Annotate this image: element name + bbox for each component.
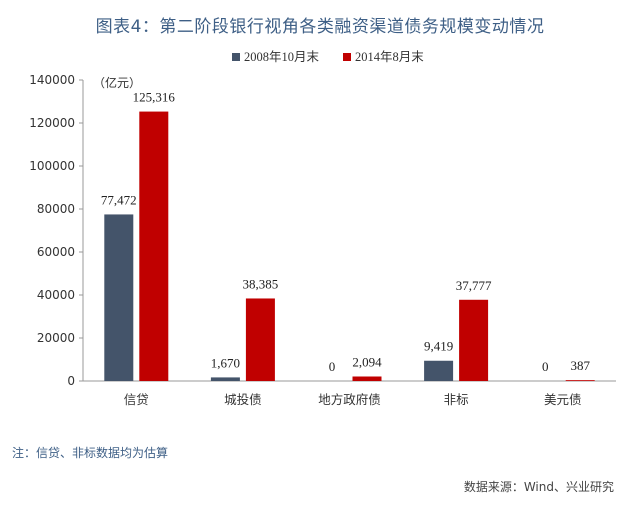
legend-entry: 2008年10月末 xyxy=(244,50,320,64)
y-tick-label: 40000 xyxy=(37,288,75,302)
data-label: 9,419 xyxy=(424,339,453,354)
data-label: 38,385 xyxy=(243,276,279,291)
footnote: 注：信贷、非标数据均为估算 xyxy=(12,446,169,460)
y-tick-label: 60000 xyxy=(37,245,75,259)
bar xyxy=(352,376,382,381)
legend-swatch xyxy=(343,53,351,61)
data-label: 2,094 xyxy=(352,354,382,369)
bar xyxy=(424,360,454,381)
data-label: 37,777 xyxy=(456,278,492,293)
data-label: 387 xyxy=(570,358,590,373)
bar xyxy=(210,377,240,381)
x-category-label: 信贷 xyxy=(124,392,149,407)
y-tick-label: 140000 xyxy=(29,73,75,87)
x-category-label: 美元债 xyxy=(544,392,582,407)
bar xyxy=(565,380,595,381)
bar-chart: 0 20000 40000 60000 80000 100000 120000 140000 （… xyxy=(29,50,616,407)
y-tick-label: 0 xyxy=(67,374,75,388)
bar xyxy=(459,299,489,381)
data-label: 0 xyxy=(542,359,549,374)
bar xyxy=(245,298,275,381)
x-category-label: 城投债 xyxy=(224,392,262,407)
data-label: 0 xyxy=(329,359,336,374)
data-label: 1,670 xyxy=(211,355,240,370)
chart-title: 图表4：第二阶段银行视角各类融资渠道债务规模变动情况 xyxy=(95,17,545,37)
data-label: 77,472 xyxy=(101,192,137,207)
legend-entry: 2014年8月末 xyxy=(355,50,424,64)
legend-swatch xyxy=(232,53,240,61)
x-category-label: 地方政府债 xyxy=(318,392,381,407)
bar xyxy=(139,111,169,381)
y-tick-label: 80000 xyxy=(37,202,75,216)
data-label: 125,316 xyxy=(133,90,176,105)
y-tick-label: 20000 xyxy=(37,331,75,345)
y-tick-label: 120000 xyxy=(29,116,75,130)
y-axis-unit: （亿元） xyxy=(93,75,141,90)
y-tick-label: 100000 xyxy=(29,159,75,173)
x-category-label: 非标 xyxy=(444,392,469,407)
source-note: 数据来源：Wind、兴业研究 xyxy=(463,480,614,494)
bar xyxy=(104,214,134,381)
